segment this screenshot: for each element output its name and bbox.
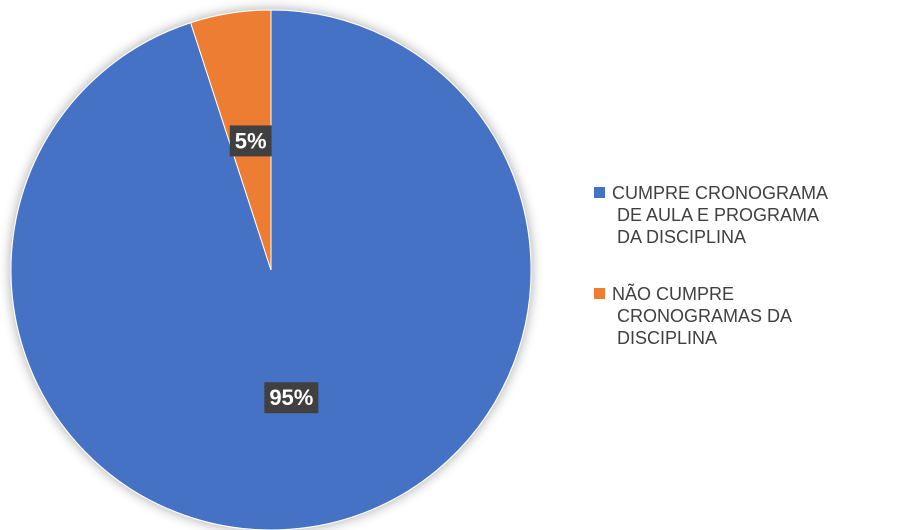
data-label: 5% [235,128,267,153]
legend-label: CUMPRE CRONOGRAMA DE AULA E PROGRAMA DA … [612,183,828,247]
data-label-box [264,382,319,414]
legend-label: NÃO CUMPRE CRONOGRAMAS DA DISCIPLINA [612,283,792,348]
pie [10,9,532,530]
data-label: 95% [269,385,313,410]
legend-swatch [594,187,605,198]
legend-swatch [594,288,605,299]
data-label-box [229,125,272,157]
